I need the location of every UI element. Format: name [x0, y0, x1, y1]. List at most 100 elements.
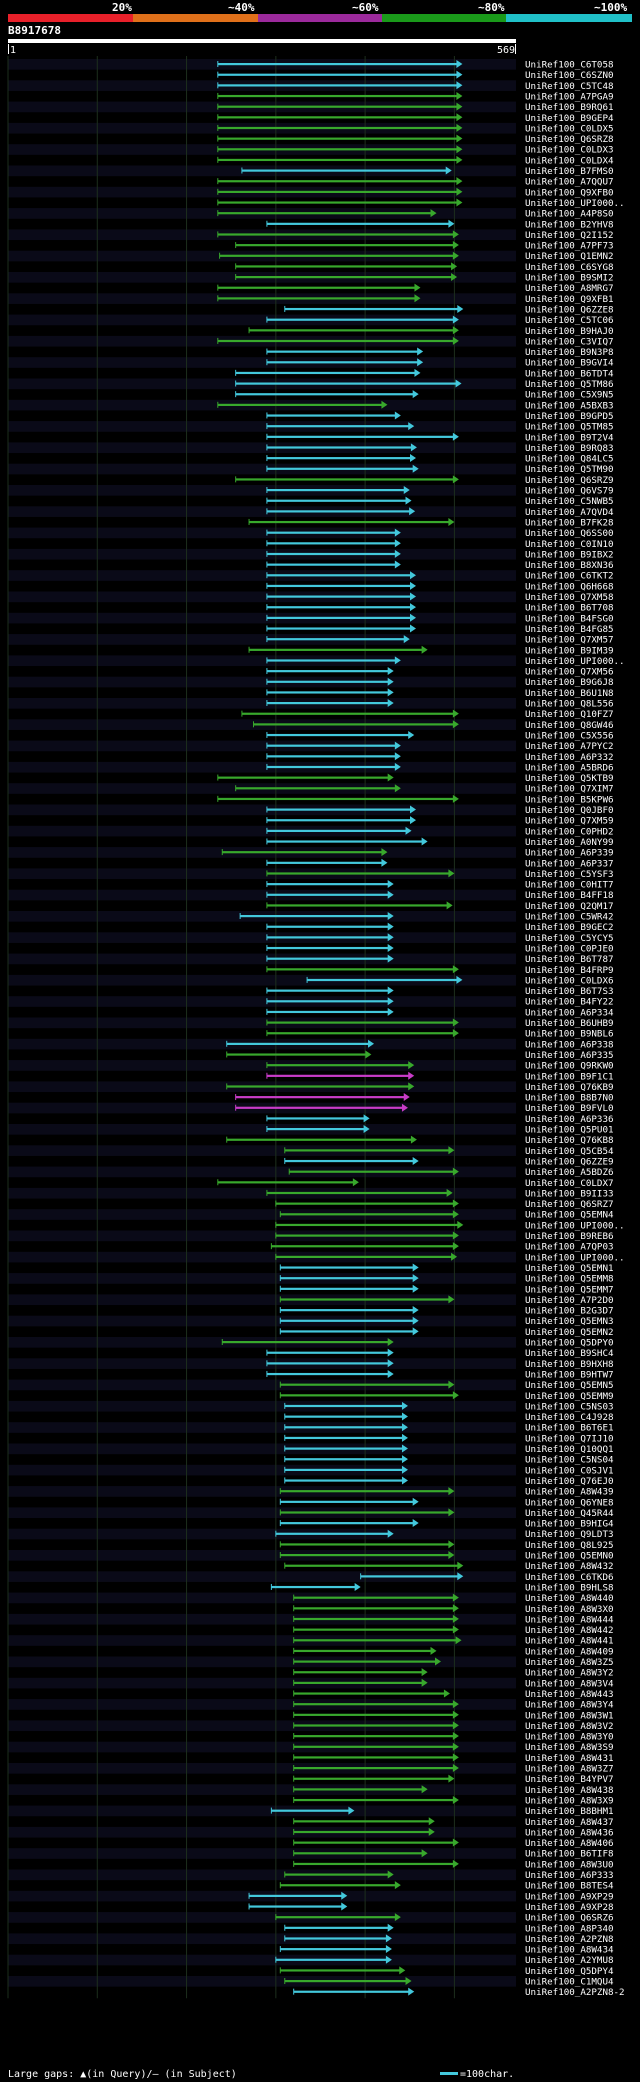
- hit-bar[interactable]: [266, 595, 412, 598]
- hit-row[interactable]: UniRef100_C0LDX4: [217, 155, 614, 166]
- hit-label[interactable]: UniRef100_C0LDX4: [525, 155, 614, 166]
- hit-bar[interactable]: [235, 478, 454, 481]
- hit-row[interactable]: UniRef100_A8W3S9: [293, 1742, 614, 1753]
- hit-bar[interactable]: [217, 797, 454, 801]
- hit-row[interactable]: UniRef100_Q8L925: [279, 1540, 614, 1551]
- hit-row[interactable]: UniRef100_A7QQU7: [217, 177, 614, 188]
- hit-bar[interactable]: [293, 1841, 454, 1844]
- hit-row[interactable]: UniRef100_Q84LC5: [266, 454, 614, 465]
- hit-bar[interactable]: [235, 244, 454, 247]
- hit-bar[interactable]: [284, 1468, 403, 1471]
- hit-row[interactable]: UniRef100_A8W432: [284, 1561, 614, 1572]
- hit-row[interactable]: UniRef100_B9II33: [266, 1188, 614, 1199]
- hit-row[interactable]: UniRef100_C6SYG8: [235, 262, 614, 273]
- hit-row[interactable]: UniRef100_A7QVD4: [266, 507, 614, 518]
- hit-row[interactable]: UniRef100_A6P335: [226, 1050, 614, 1061]
- hit-label[interactable]: UniRef100_B7FK28: [525, 517, 614, 528]
- hit-bar[interactable]: [217, 212, 432, 215]
- hit-bar[interactable]: [266, 883, 389, 886]
- hit-bar[interactable]: [280, 1948, 387, 1951]
- hit-label[interactable]: UniRef100_A8W438: [525, 1785, 614, 1796]
- hit-row[interactable]: UniRef100_Q5DPY4: [279, 1966, 614, 1977]
- hit-row[interactable]: UniRef100_UPI000..: [266, 656, 625, 667]
- hit-label[interactable]: UniRef100_A7PGA9: [525, 91, 614, 102]
- hit-row[interactable]: UniRef100_B9SMI2: [235, 273, 614, 284]
- hit-bar[interactable]: [266, 872, 450, 875]
- hit-label[interactable]: UniRef100_Q10FZ7: [525, 709, 614, 720]
- hit-label[interactable]: UniRef100_B9G6J8: [525, 677, 614, 688]
- hit-bar[interactable]: [293, 1692, 445, 1695]
- hit-label[interactable]: UniRef100_A5BRD6: [525, 762, 614, 773]
- hit-row[interactable]: UniRef100_A6P332: [266, 752, 614, 763]
- hit-label[interactable]: UniRef100_Q6SRZ9: [525, 475, 614, 486]
- hit-row[interactable]: UniRef100_C0LDX7: [217, 1178, 614, 1189]
- hit-row[interactable]: UniRef100_A8W439: [279, 1487, 614, 1498]
- hit-bar[interactable]: [266, 361, 419, 364]
- hit-bar[interactable]: [284, 1980, 407, 1983]
- hit-label[interactable]: UniRef100_A7P2D0: [525, 1295, 614, 1306]
- hit-bar[interactable]: [266, 861, 383, 864]
- hit-row[interactable]: UniRef100_C0PJE0: [266, 943, 614, 954]
- hit-label[interactable]: UniRef100_C0PHD2: [525, 826, 614, 837]
- hit-row[interactable]: UniRef100_A6P334: [266, 1007, 614, 1018]
- hit-bar[interactable]: [266, 819, 412, 822]
- hit-bar[interactable]: [293, 1830, 430, 1834]
- hit-row[interactable]: UniRef100_Q5TM86: [235, 379, 614, 390]
- hit-bar[interactable]: [293, 1852, 423, 1855]
- hit-label[interactable]: UniRef100_C6TKT2: [525, 571, 614, 582]
- hit-label[interactable]: UniRef100_Q84LC5: [525, 454, 614, 465]
- hit-row[interactable]: UniRef100_C5YCY5: [266, 933, 614, 944]
- hit-bar[interactable]: [280, 1266, 414, 1269]
- hit-bar[interactable]: [266, 457, 412, 460]
- hit-bar[interactable]: [293, 1745, 454, 1748]
- hit-label[interactable]: UniRef100_B9II33: [525, 1188, 614, 1199]
- hit-bar[interactable]: [266, 446, 412, 449]
- hit-bar[interactable]: [266, 552, 396, 556]
- hit-label[interactable]: UniRef100_A7PYC2: [525, 741, 614, 752]
- hit-label[interactable]: UniRef100_B4FF18: [525, 890, 614, 901]
- hit-bar[interactable]: [217, 403, 383, 406]
- hit-row[interactable]: UniRef100_C5YSF3: [266, 869, 614, 880]
- hit-row[interactable]: UniRef100_C0PHD2: [266, 826, 614, 837]
- hit-label[interactable]: UniRef100_A6P333: [525, 1870, 614, 1881]
- hit-bar[interactable]: [293, 1777, 450, 1780]
- hit-bar[interactable]: [266, 425, 410, 428]
- hit-bar[interactable]: [271, 1585, 356, 1589]
- hit-label[interactable]: UniRef100_Q5EMN3: [525, 1316, 614, 1327]
- hit-label[interactable]: UniRef100_B9NBL6: [525, 1029, 614, 1040]
- hit-bar[interactable]: [275, 1223, 459, 1227]
- hit-bar[interactable]: [266, 680, 389, 683]
- hit-row[interactable]: UniRef100_C0LDX6: [306, 975, 614, 986]
- hit-bar[interactable]: [293, 1756, 454, 1759]
- hit-bar[interactable]: [284, 1479, 403, 1482]
- hit-bar[interactable]: [266, 616, 412, 619]
- hit-row[interactable]: UniRef100_A7PGA9: [217, 91, 614, 102]
- hit-row[interactable]: UniRef100_UPI000..: [275, 1220, 625, 1231]
- hit-bar[interactable]: [266, 606, 412, 609]
- hit-bar[interactable]: [266, 1362, 389, 1365]
- hit-bar[interactable]: [266, 925, 389, 928]
- hit-bar[interactable]: [280, 1330, 414, 1333]
- hit-bar[interactable]: [284, 1564, 459, 1567]
- hit-row[interactable]: UniRef100_A6P339: [221, 848, 614, 859]
- hit-row[interactable]: UniRef100_A7QP03: [270, 1242, 614, 1253]
- hit-label[interactable]: UniRef100_A8W3X0: [525, 1604, 614, 1615]
- hit-label[interactable]: UniRef100_Q45R44: [525, 1508, 614, 1519]
- hit-bar[interactable]: [280, 1500, 414, 1503]
- hit-label[interactable]: UniRef100_B9SMI2: [525, 273, 614, 284]
- hit-label[interactable]: UniRef100_A7QP03: [525, 1242, 614, 1253]
- hit-bar[interactable]: [240, 915, 389, 918]
- hit-row[interactable]: UniRef100_A8W409: [293, 1646, 614, 1657]
- hit-row[interactable]: UniRef100_Q5EMN1: [279, 1263, 614, 1274]
- hit-row[interactable]: UniRef100_Q7IJ10: [284, 1433, 614, 1444]
- hit-label[interactable]: UniRef100_A8W432: [525, 1561, 614, 1572]
- hit-bar[interactable]: [284, 1149, 450, 1152]
- hit-row[interactable]: UniRef100_Q76KB9: [226, 1082, 614, 1093]
- hit-bar[interactable]: [217, 105, 458, 108]
- hit-row[interactable]: UniRef100_A5BRD6: [266, 762, 614, 773]
- hit-row[interactable]: UniRef100_B4FY22: [266, 997, 614, 1008]
- hit-row[interactable]: UniRef100_Q5PU01: [266, 1125, 614, 1136]
- hit-row[interactable]: UniRef100_Q5CB54: [284, 1146, 614, 1157]
- hit-label[interactable]: UniRef100_Q7XM56: [525, 667, 614, 678]
- hit-row[interactable]: UniRef100_C4J928: [284, 1412, 614, 1423]
